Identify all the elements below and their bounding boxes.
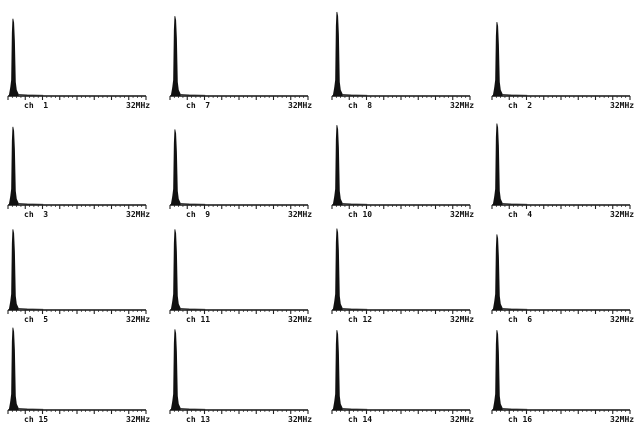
frequency-max-label: 32MHz [450, 210, 474, 219]
channel-label: ch 16 [508, 415, 532, 424]
spectrum-peak [332, 125, 343, 206]
spectrum-panel: ch 2 32MHz [491, 22, 634, 110]
spectrum-panel: ch 4 32MHz [491, 123, 634, 219]
frequency-max-label: 32MHz [610, 315, 634, 324]
spectrum-panel: ch 1 32MHz [7, 18, 150, 110]
spectrum-peak [8, 229, 19, 311]
channel-label: ch 14 [348, 415, 372, 424]
channel-label: ch 2 [508, 101, 532, 110]
frequency-max-label: 32MHz [610, 101, 634, 110]
spectrum-panel: ch 3 32MHz [7, 126, 150, 219]
channel-label: ch 11 [186, 315, 210, 324]
noise-floor [180, 94, 206, 96]
noise-floor [342, 203, 368, 205]
frequency-max-label: 32MHz [288, 101, 312, 110]
frequency-max-label: 32MHz [610, 210, 634, 219]
channel-label: ch 10 [348, 210, 372, 219]
noise-floor [18, 203, 44, 205]
frequency-max-label: 32MHz [288, 315, 312, 324]
frequency-max-label: 32MHz [126, 415, 150, 424]
spectrum-panel: ch 9 32MHz [169, 129, 312, 219]
channel-label: ch 9 [186, 210, 210, 219]
channel-label: ch 13 [186, 415, 210, 424]
noise-floor [18, 308, 44, 310]
channel-label: ch 1 [24, 101, 48, 110]
spectrum-panel: ch 6 32MHz [491, 234, 634, 324]
channel-label: ch 5 [24, 315, 48, 324]
channel-label: ch 7 [186, 101, 210, 110]
spectrum-peak [332, 330, 343, 411]
channel-label: ch 8 [348, 101, 372, 110]
frequency-max-label: 32MHz [450, 315, 474, 324]
spectrum-panel: ch 14 32MHz [331, 330, 474, 424]
frequency-max-label: 32MHz [126, 210, 150, 219]
noise-floor [502, 308, 528, 310]
spectrum-peak [492, 234, 503, 311]
channel-label: ch 12 [348, 315, 372, 324]
frequency-max-label: 32MHz [450, 415, 474, 424]
spectrum-peak [8, 18, 19, 97]
spectrum-peak [8, 126, 19, 206]
spectrum-peak [8, 327, 19, 411]
noise-floor [342, 308, 368, 310]
noise-floor [180, 408, 206, 410]
spectrum-panel: ch 7 32MHz [169, 16, 312, 110]
spectrum-panel: ch 8 32MHz [331, 11, 474, 110]
spectrum-panel: ch 11 32MHz [169, 229, 312, 324]
channel-label: ch 3 [24, 210, 48, 219]
frequency-max-label: 32MHz [610, 415, 634, 424]
frequency-max-label: 32MHz [450, 101, 474, 110]
noise-floor [180, 308, 206, 310]
noise-floor [502, 408, 528, 410]
noise-floor [502, 203, 528, 205]
noise-floor [18, 408, 44, 410]
spectrum-panel: ch 5 32MHz [7, 229, 150, 324]
spectrum-panel: ch 16 32MHz [491, 330, 634, 424]
spectrum-peak [332, 228, 343, 311]
channel-label: ch 4 [508, 210, 532, 219]
noise-floor [342, 94, 368, 96]
spectrum-peak [170, 329, 181, 411]
frequency-max-label: 32MHz [288, 210, 312, 219]
spectrum-panel: ch 10 32MHz [331, 125, 474, 219]
spectrum-peak [332, 11, 343, 97]
spectrum-panel: ch 15 32MHz [7, 327, 150, 424]
noise-floor [180, 203, 206, 205]
spectrum-peak [492, 330, 503, 411]
noise-floor [18, 94, 44, 96]
spectrum-peak [492, 123, 503, 206]
noise-floor [502, 94, 528, 96]
spectrum-peak [170, 229, 181, 311]
frequency-max-label: 32MHz [126, 315, 150, 324]
channel-label: ch 15 [24, 415, 48, 424]
spectrum-panel: ch 12 32MHz [331, 228, 474, 324]
channel-label: ch 6 [508, 315, 532, 324]
noise-floor [342, 408, 368, 410]
spectrum-panel: ch 13 32MHz [169, 329, 312, 424]
frequency-max-label: 32MHz [126, 101, 150, 110]
spectrum-peak [170, 129, 181, 206]
spectrum-peak [492, 22, 503, 97]
spectrum-peak [170, 16, 181, 97]
frequency-max-label: 32MHz [288, 415, 312, 424]
